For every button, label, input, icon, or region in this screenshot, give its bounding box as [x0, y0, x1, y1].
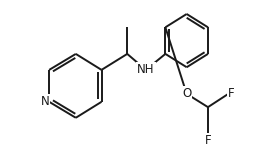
Text: F: F: [205, 134, 211, 147]
Text: N: N: [41, 95, 49, 108]
Text: F: F: [228, 87, 235, 100]
Text: NH: NH: [137, 63, 155, 76]
Text: O: O: [182, 87, 191, 100]
